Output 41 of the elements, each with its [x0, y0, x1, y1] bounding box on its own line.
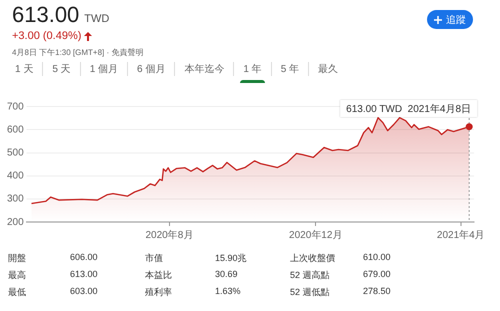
text: 4月8日 下午1:30 [GMT+8] · 免責聲明	[12, 47, 144, 58]
y-tick-label: 300	[6, 194, 24, 205]
text: 5 年	[272, 62, 310, 76]
text: 30.69	[215, 269, 238, 279]
text: 本年迄今	[175, 62, 234, 76]
text: 最久	[317, 63, 340, 76]
x-tick-label: 2020年12月	[289, 228, 342, 241]
text: 610.00	[363, 252, 391, 262]
x-tick-label: 2020年8月	[145, 228, 194, 241]
text: 1 天	[6, 62, 44, 76]
text: 6 個月	[128, 62, 176, 76]
text: 本益比	[145, 269, 172, 282]
text: 603.00	[70, 286, 98, 296]
text: +3.00 (0.49%)	[12, 30, 82, 42]
text: 613.00	[70, 269, 98, 279]
y-tick-label: 600	[6, 124, 24, 136]
y-tick-label: 500	[6, 148, 24, 159]
text: 606.00	[70, 252, 98, 262]
follow-button: 追蹤	[427, 10, 473, 29]
y-tick-label: 400	[6, 170, 24, 182]
text: 52 週高點	[290, 269, 330, 282]
text: 5 天	[43, 62, 81, 76]
text: 1 年	[234, 62, 272, 76]
text: 1.63%	[215, 286, 241, 296]
y-tick-label: 700	[6, 101, 24, 112]
text: 1 個月	[80, 62, 128, 76]
text: 最低	[8, 286, 26, 299]
text: 15.90兆	[215, 252, 247, 265]
text: 殖利率	[145, 286, 172, 299]
text: TWD	[84, 13, 110, 25]
text: 679.00	[363, 269, 391, 279]
text: 市值	[145, 252, 163, 265]
text: 上次收盤價	[290, 252, 335, 265]
x-tick-label: 2021年4月	[436, 228, 485, 241]
text: 613.00	[12, 2, 80, 28]
text: 278.50	[363, 286, 391, 296]
text: 最高	[8, 269, 26, 282]
y-tick-label: 200	[6, 216, 24, 228]
text: 開盤	[8, 252, 26, 265]
text: 52 週低點	[290, 286, 330, 299]
annotation: 613.00 TWD 2021年4月8日	[346, 102, 472, 115]
